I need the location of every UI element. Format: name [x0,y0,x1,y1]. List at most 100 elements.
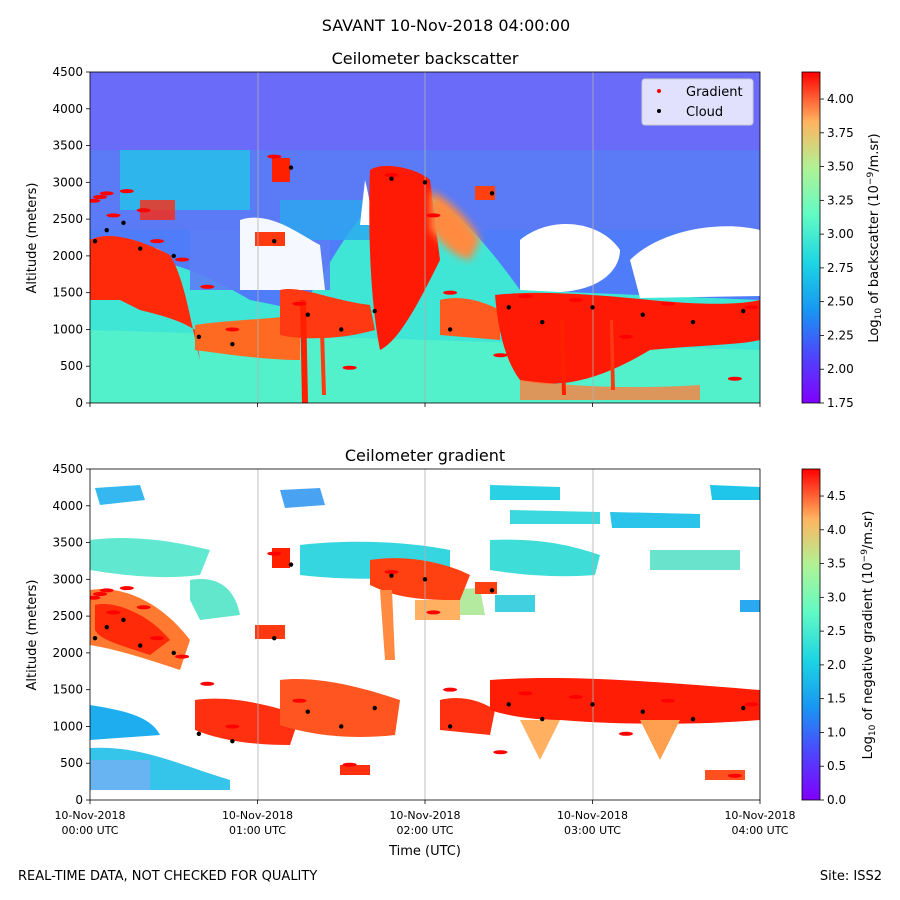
backscatter-x-ticks [89,403,761,407]
gradient-point [619,731,633,736]
y-tick-label: 1000 [52,719,83,733]
cloud-point [422,577,428,582]
gradient-point [93,592,108,597]
cloud-point [104,227,109,233]
gradient-point [93,195,108,200]
gradient-point [342,762,357,767]
colorbar-tick-label: 2.00 [827,362,854,376]
cloud-point [690,319,696,325]
cloud-point [506,702,511,707]
cloud-point [372,308,377,314]
gradient-point [660,301,675,306]
cloud-point [104,624,109,630]
x-tick-label-date: 10-Nov-2018 [389,809,460,822]
cloud-point [138,643,143,648]
colorbar-tick-label: 2.75 [827,261,854,275]
colorbar-tick-label: 3.50 [827,160,854,174]
footer-site: Site: ISS2 [819,869,882,884]
y-tick-label: 4500 [52,462,83,476]
y-tick-label: 500 [60,756,83,770]
y-tick-label: 1500 [52,683,83,697]
cloud-point [506,305,511,310]
cloud-point [272,635,277,641]
gradient-point [744,305,759,310]
cloud-point [389,176,394,181]
cloud-point [640,312,645,317]
gradient-point [493,353,508,358]
cloud-point [272,238,277,244]
gradient-point [727,773,742,778]
cloud-point [121,617,126,622]
backscatter-colorbar: 1.75 2.00 2.25 2.50 2.75 3.00 3.25 3.50 3.75 4.00… [801,71,884,410]
y-tick-label: 2000 [52,249,83,263]
gradient-point [426,610,441,615]
backscatter-ylabel: Altitude (meters) [25,183,40,294]
colorbar-tick-label: 0.5 [827,759,846,773]
cloud-point [540,319,545,325]
y-tick-label: 4000 [52,499,83,513]
y-tick-label: 3000 [52,175,83,189]
cloud-point [121,220,126,225]
cloud-point [489,191,495,196]
x-tick-label-time: 02:00 UTC [396,824,453,837]
backscatter-colorbar-label: Log10 of backscatter (10−9/m.sr) [866,133,884,342]
gradient-point [568,695,583,700]
gradient-point [99,191,114,196]
cloud-point [447,327,453,332]
gradient-point [175,654,190,659]
gradient-point [136,208,151,213]
legend-cloud-label: Cloud [686,105,723,120]
cloud-point [339,327,344,332]
cloud-point [447,724,453,729]
colorbar-tick-label: 2.5 [827,624,846,638]
colorbar-tick-label: 3.00 [827,227,854,241]
gradient-colorbar-label: Log10 of negative gradient (10−9/m.sr) [860,511,878,760]
gradient-point [493,750,508,755]
colorbar-tick-label: 3.0 [827,590,846,604]
cloud-point [590,702,595,707]
cloud-point [230,738,235,744]
colorbar-tick-label: 4.5 [827,489,846,503]
figure-title: SAVANT 10-Nov-2018 04:00:00 [322,16,570,35]
gradient-point [90,198,101,203]
cloud-point [196,731,202,736]
cloud-point [590,305,595,310]
x-tick-label-time: 00:00 UTC [61,824,118,837]
gradient-point [200,681,215,686]
gradient-point [744,702,759,707]
cloud-point [741,308,746,314]
y-tick-label: 500 [60,359,83,373]
y-tick-label: 4000 [52,102,83,116]
gradient-point [119,586,134,591]
y-tick-label: 3000 [52,572,83,586]
x-tick-label-date: 10-Nov-2018 [557,809,628,822]
cloud-point [288,562,294,567]
gradient-point [90,595,101,600]
gradient-panel: Ceilometer gradient [25,446,878,859]
colorbar-tick-label: 3.5 [827,557,846,571]
y-tick-label: 3500 [52,139,83,153]
gradient-point [267,154,282,159]
gradient-x-axis: 10-Nov-2018 00:00 UTC 10-Nov-2018 01:00 UTC… [54,800,796,837]
gradient-point [175,257,190,262]
cloud-point [92,635,98,641]
y-tick-label: 4500 [52,65,83,79]
cloud-point [741,705,746,711]
colorbar-tick-label: 4.00 [827,92,854,106]
backscatter-markers [90,154,759,381]
gradient-title: Ceilometer gradient [345,446,505,465]
gradient-point [225,724,240,729]
y-tick-label: 1500 [52,286,83,300]
cloud-point [305,312,310,317]
cloud-point [288,165,294,170]
gradient-point [150,239,164,244]
y-tick-label: 0 [75,396,83,410]
gradient-point [443,687,458,692]
gradient-point [660,698,675,703]
colorbar-tick-label: 2.0 [827,658,846,672]
gradient-heatmap [90,469,760,800]
cloud-point [372,705,377,711]
gradient-point [267,551,282,556]
colorbar-tick-label: 2.25 [827,328,854,342]
